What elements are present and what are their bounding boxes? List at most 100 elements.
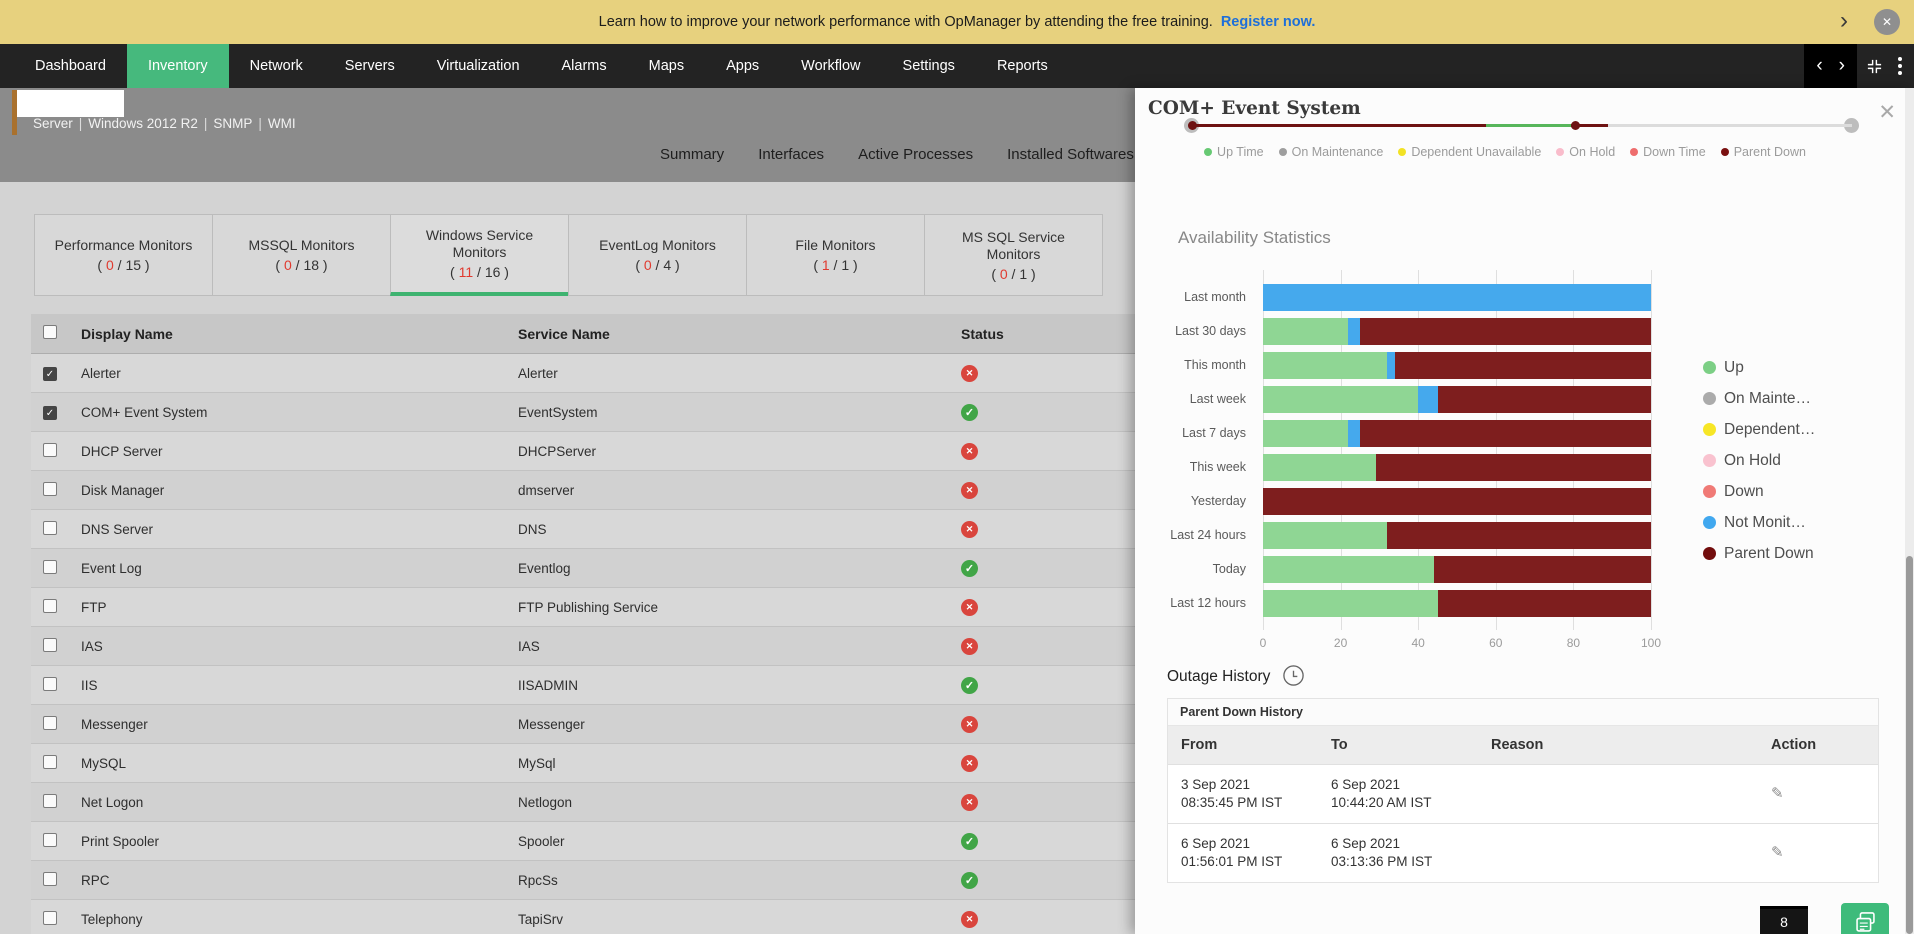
chart-category-last-7-days: Last 7 days [1135, 416, 1255, 450]
status-cell: ✕ [950, 910, 1145, 928]
monitor-tab-label: File Monitors [785, 237, 885, 254]
service-name-cell: DNS [516, 522, 950, 537]
row-checkbox[interactable] [43, 911, 57, 925]
table-row-iis[interactable]: IISIISADMIN✓ [31, 666, 1145, 705]
chart-segment-up [1263, 386, 1418, 413]
outage-to-cell: 6 Sep 202103:13:36 PM IST [1318, 835, 1478, 871]
row-checkbox[interactable] [43, 599, 57, 613]
legend-label: Parent Down [1724, 545, 1814, 563]
banner-next-icon[interactable]: › [1840, 4, 1848, 38]
table-row-event-log[interactable]: Event LogEventlog✓ [31, 549, 1145, 588]
row-checkbox[interactable] [43, 638, 57, 652]
row-checkbox[interactable] [43, 482, 57, 496]
collapse-icon[interactable] [1857, 58, 1892, 75]
alarms-count: 8 [1780, 914, 1788, 930]
clock-icon[interactable] [1282, 664, 1305, 692]
monitor-tab-label: Windows Service Monitors [391, 227, 568, 261]
panel-scrollbar-thumb[interactable] [1906, 556, 1913, 934]
nav-next-icon[interactable]: › [1839, 44, 1845, 88]
nav-item-inventory[interactable]: Inventory [127, 44, 229, 88]
row-checkbox[interactable] [43, 833, 57, 847]
monitor-tab-eventlog-monitors[interactable]: EventLog Monitors( 0 / 4 ) [568, 214, 747, 296]
panel-close-icon[interactable]: ✕ [1878, 100, 1896, 125]
table-row-ftp[interactable]: FTPFTP Publishing Service✕ [31, 588, 1145, 627]
legend-dot [1721, 148, 1729, 156]
from-time: 01:56:01 PM IST [1181, 853, 1318, 871]
chart-bar-today [1263, 556, 1651, 583]
table-row-dns-server[interactable]: DNS ServerDNS✕ [31, 510, 1145, 549]
chart-legend-down: Down [1703, 476, 1815, 507]
select-all-checkbox[interactable] [43, 325, 57, 339]
chart-segment-up [1263, 420, 1348, 447]
row-checkbox[interactable] [43, 677, 57, 691]
table-row-telephony[interactable]: TelephonyTapiSrv✕ [31, 900, 1145, 934]
nav-item-settings[interactable]: Settings [882, 44, 976, 88]
row-checkbox[interactable] [43, 872, 57, 886]
row-checkbox-cell [31, 794, 73, 811]
table-row-print-spooler[interactable]: Print SpoolerSpooler✓ [31, 822, 1145, 861]
table-row-net-logon[interactable]: Net LogonNetlogon✕ [31, 783, 1145, 822]
table-row-dhcp-server[interactable]: DHCP ServerDHCPServer✕ [31, 432, 1145, 471]
nav-prev-icon[interactable]: ‹ [1816, 44, 1822, 88]
banner-close-icon[interactable]: ✕ [1874, 9, 1900, 35]
chart-category-this-week: This week [1135, 450, 1255, 484]
status-cell: ✕ [950, 715, 1145, 733]
table-row-alerter[interactable]: ✓AlerterAlerter✕ [31, 354, 1145, 393]
meta-separator: | [252, 116, 268, 131]
chart-tick-label: 40 [1412, 636, 1425, 650]
row-checkbox[interactable] [43, 716, 57, 730]
chart-segment-not-monitored [1418, 386, 1437, 413]
table-row-com-event-system[interactable]: ✓COM+ Event SystemEventSystem✓ [31, 393, 1145, 432]
alarms-badge[interactable]: 8 Alarms [1760, 906, 1808, 934]
legend-label: Down [1724, 483, 1764, 501]
chart-bar-last-24-hours [1263, 522, 1651, 549]
chart-category-last-week: Last week [1135, 382, 1255, 416]
nav-item-maps[interactable]: Maps [628, 44, 705, 88]
nav-item-dashboard[interactable]: Dashboard [14, 44, 127, 88]
status-up-icon: ✓ [961, 404, 978, 421]
edit-pencil-icon[interactable]: ✎ [1771, 785, 1784, 803]
to-time: 10:44:20 AM IST [1331, 794, 1478, 812]
row-checkbox-cell [31, 521, 73, 538]
row-checkbox[interactable] [43, 794, 57, 808]
device-tab-summary[interactable]: Summary [660, 146, 724, 163]
table-row-mysql[interactable]: MySQLMySql✕ [31, 744, 1145, 783]
chart-plot [1263, 280, 1651, 620]
row-checkbox[interactable]: ✓ [43, 367, 57, 381]
nav-item-apps[interactable]: Apps [705, 44, 780, 88]
row-checkbox[interactable] [43, 521, 57, 535]
table-row-ias[interactable]: IASIAS✕ [31, 627, 1145, 666]
display-name-cell: RPC [73, 873, 516, 888]
row-checkbox[interactable] [43, 443, 57, 457]
nav-item-reports[interactable]: Reports [976, 44, 1069, 88]
row-checkbox[interactable] [43, 560, 57, 574]
table-row-rpc[interactable]: RPCRpcSs✓ [31, 861, 1145, 900]
nav-item-servers[interactable]: Servers [324, 44, 416, 88]
device-tab-active-processes[interactable]: Active Processes [858, 146, 973, 163]
nav-item-alarms[interactable]: Alarms [541, 44, 628, 88]
device-tab-interfaces[interactable]: Interfaces [758, 146, 824, 163]
device-tab-installed-softwares[interactable]: Installed Softwares [1007, 146, 1134, 163]
monitor-tab-mssql-monitors[interactable]: MSSQL Monitors( 0 / 18 ) [212, 214, 391, 296]
more-menu-icon[interactable] [1892, 57, 1914, 75]
table-row-disk-manager[interactable]: Disk Managerdmserver✕ [31, 471, 1145, 510]
nav-item-workflow[interactable]: Workflow [780, 44, 881, 88]
report-button[interactable] [1841, 903, 1889, 934]
monitor-tab-ms-sql-service-monitors[interactable]: MS SQL Service Monitors( 0 / 1 ) [924, 214, 1103, 296]
legend-label: On Maintenance [1292, 145, 1384, 159]
table-row-messenger[interactable]: MessengerMessenger✕ [31, 705, 1145, 744]
register-now-link[interactable]: Register now. [1221, 14, 1316, 30]
service-name-cell: RpcSs [516, 873, 950, 888]
edit-pencil-icon[interactable]: ✎ [1771, 844, 1784, 862]
nav-item-virtualization[interactable]: Virtualization [416, 44, 541, 88]
chart-bar-yesterday [1263, 488, 1651, 515]
row-checkbox[interactable]: ✓ [43, 406, 57, 420]
nav-item-network[interactable]: Network [229, 44, 324, 88]
monitor-tab-file-monitors[interactable]: File Monitors( 1 / 1 ) [746, 214, 925, 296]
monitor-tab-windows-service-monitors[interactable]: Windows Service Monitors( 11 / 16 ) [390, 214, 569, 296]
monitor-tab-performance-monitors[interactable]: Performance Monitors( 0 / 15 ) [34, 214, 213, 296]
availability-timeline-slider[interactable] [1192, 116, 1852, 136]
row-checkbox[interactable] [43, 755, 57, 769]
from-time: 08:35:45 PM IST [1181, 794, 1318, 812]
service-name-cell: FTP Publishing Service [516, 600, 950, 615]
